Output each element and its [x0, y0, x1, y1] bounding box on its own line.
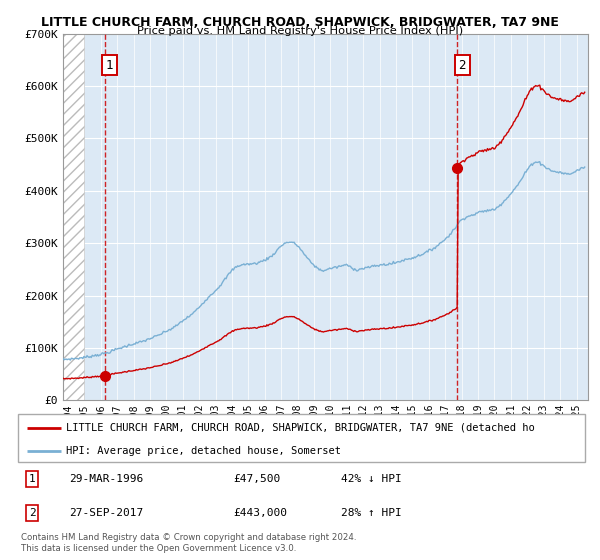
Bar	[63, 34, 85, 400]
Text: 42% ↓ HPI: 42% ↓ HPI	[341, 474, 402, 484]
Text: 2: 2	[458, 59, 466, 72]
Text: LITTLE CHURCH FARM, CHURCH ROAD, SHAPWICK, BRIDGWATER, TA7 9NE: LITTLE CHURCH FARM, CHURCH ROAD, SHAPWIC…	[41, 16, 559, 29]
FancyBboxPatch shape	[18, 414, 585, 462]
Text: 2: 2	[29, 508, 35, 518]
Text: £47,500: £47,500	[233, 474, 281, 484]
Text: Contains HM Land Registry data © Crown copyright and database right 2024.
This d: Contains HM Land Registry data © Crown c…	[21, 533, 356, 553]
Text: LITTLE CHURCH FARM, CHURCH ROAD, SHAPWICK, BRIDGWATER, TA7 9NE (detached ho: LITTLE CHURCH FARM, CHURCH ROAD, SHAPWIC…	[66, 423, 535, 433]
Text: 1: 1	[29, 474, 35, 484]
Text: £443,000: £443,000	[233, 508, 287, 518]
Text: Price paid vs. HM Land Registry's House Price Index (HPI): Price paid vs. HM Land Registry's House …	[137, 26, 463, 36]
Text: 29-MAR-1996: 29-MAR-1996	[69, 474, 143, 484]
Text: HPI: Average price, detached house, Somerset: HPI: Average price, detached house, Some…	[66, 446, 341, 456]
Text: 1: 1	[106, 59, 113, 72]
Text: 27-SEP-2017: 27-SEP-2017	[69, 508, 143, 518]
Text: 28% ↑ HPI: 28% ↑ HPI	[341, 508, 402, 518]
